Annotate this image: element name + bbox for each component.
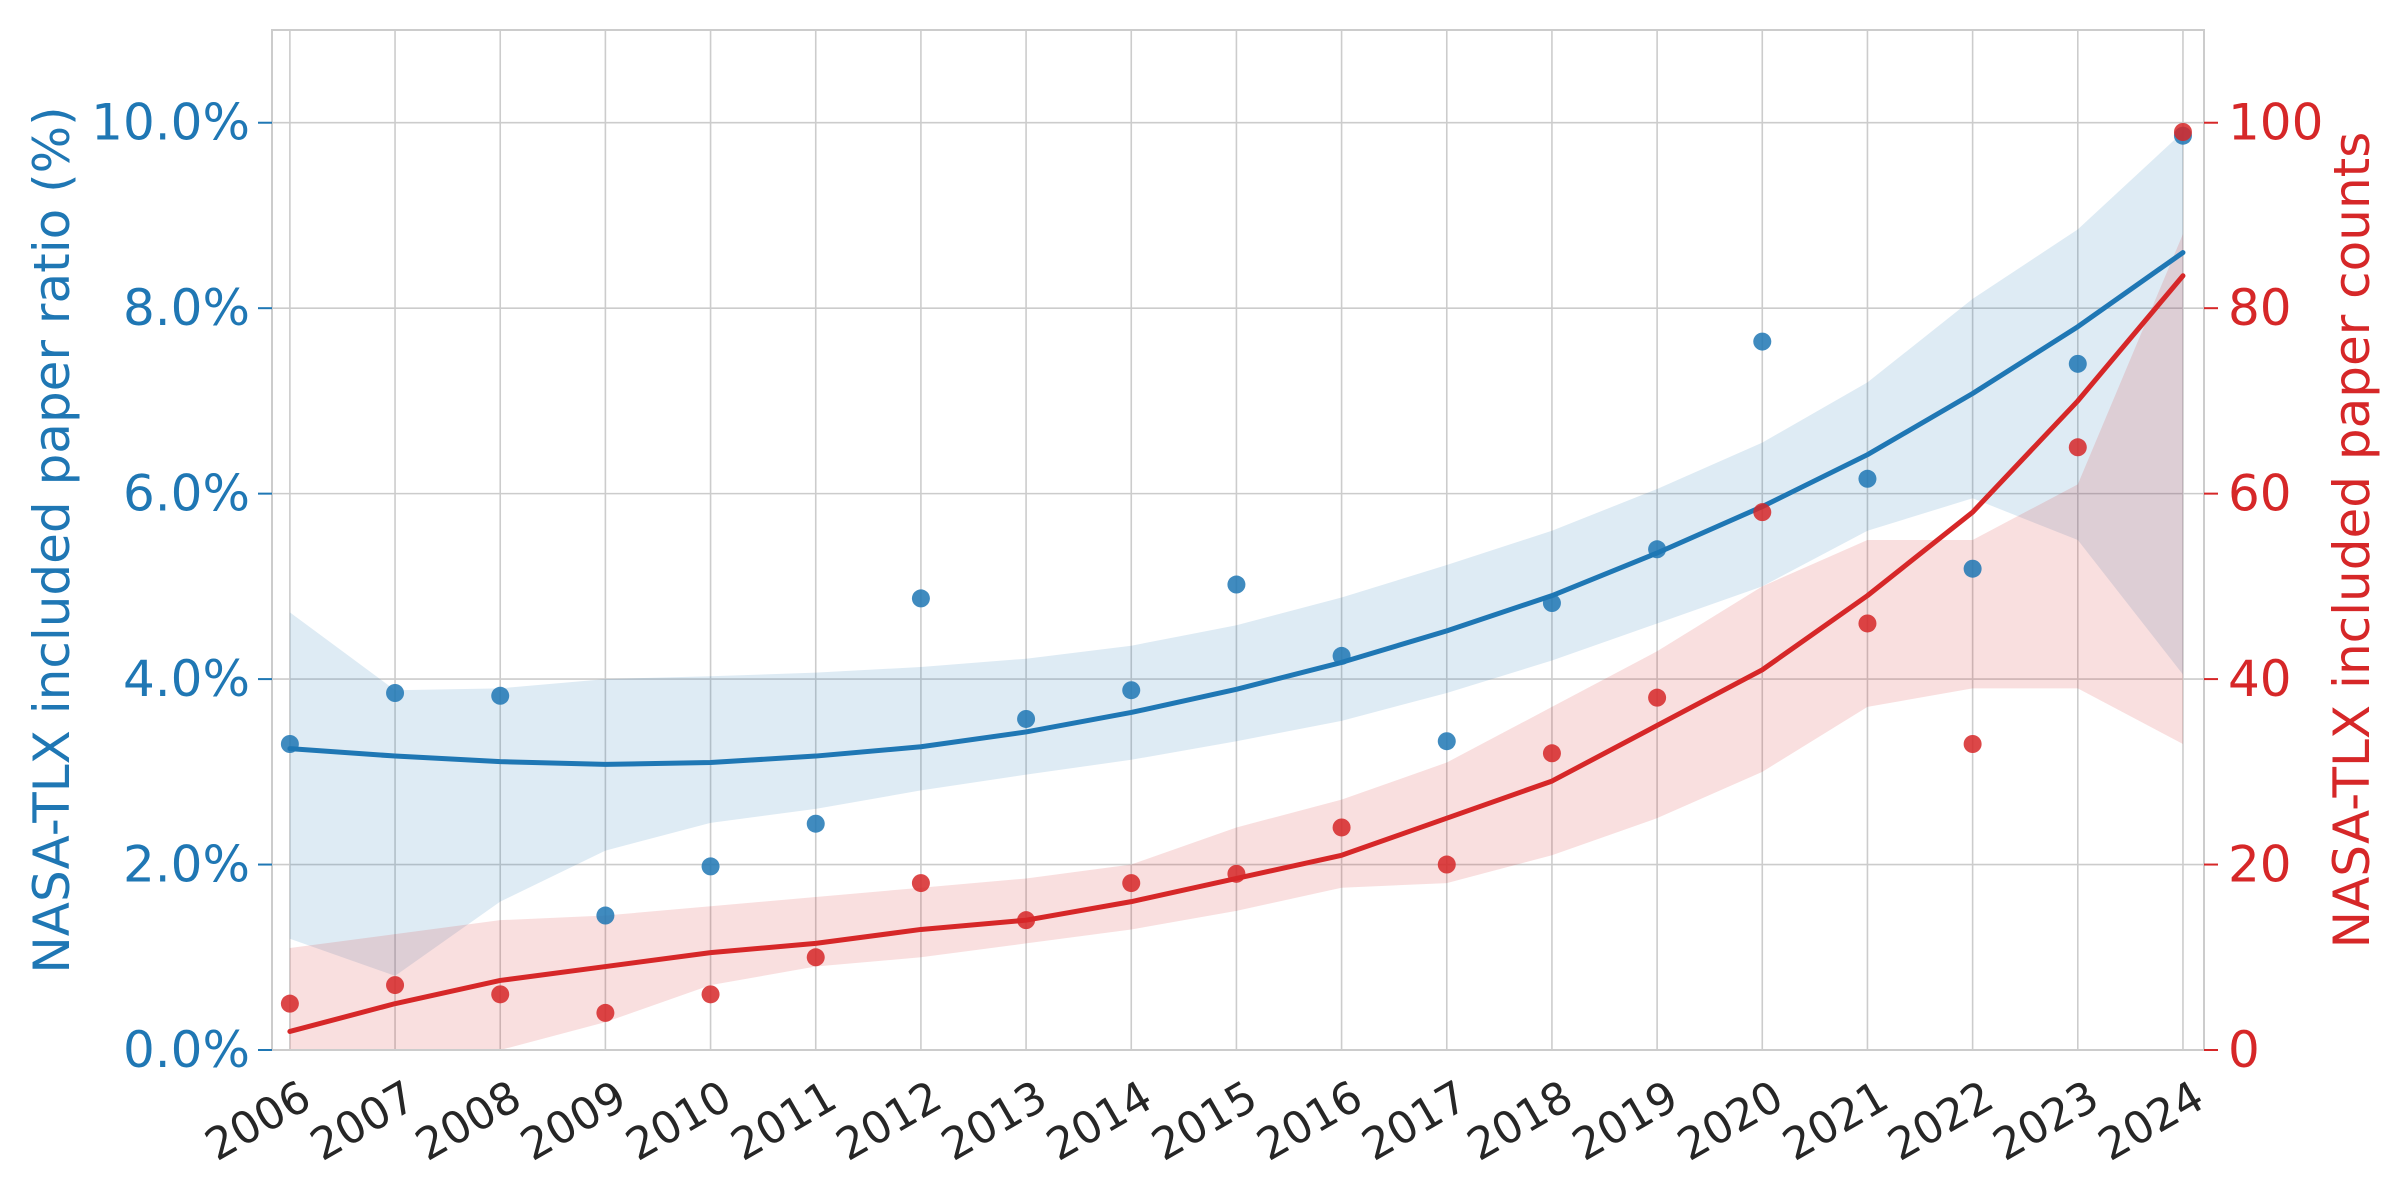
count-data-point xyxy=(1858,614,1877,633)
ratio-data-point xyxy=(1963,559,1982,578)
plot-frame xyxy=(271,29,2205,1051)
ratio-data-point xyxy=(386,684,405,702)
ratio-fit-line xyxy=(287,250,2186,767)
ratio-data-point xyxy=(1017,709,1036,728)
ratio-data-point xyxy=(2068,354,2087,373)
count-data-point xyxy=(1648,688,1667,707)
ratio-data-point xyxy=(1227,575,1246,594)
x-tick-label: 2015 xyxy=(1143,1071,1265,1171)
count-data-point xyxy=(2068,438,2087,457)
x-tick-label: 2019 xyxy=(1564,1071,1686,1171)
ratio-data-point xyxy=(911,589,930,608)
data-points xyxy=(280,123,2192,1022)
y-axis-left-label: NASA-TLX included paper ratio (%) xyxy=(23,106,81,973)
x-tick-label: 2017 xyxy=(1354,1071,1476,1171)
x-tick-label: 2006 xyxy=(197,1071,319,1171)
x-tick-label: 2024 xyxy=(2090,1071,2212,1171)
x-tick-label: 2018 xyxy=(1459,1071,1581,1171)
x-tick-label: 2007 xyxy=(302,1071,424,1171)
y-left-tick-label: 2.0% xyxy=(123,836,250,894)
y-axis-right-label: NASA-TLX included paper counts xyxy=(2323,132,2381,949)
ratio-data-point xyxy=(1332,646,1351,665)
y-right-tick-label: 100 xyxy=(2228,94,2323,152)
x-tick-label: 2021 xyxy=(1774,1071,1896,1171)
y-left-tick-label: 4.0% xyxy=(123,650,250,708)
x-tick-label: 2011 xyxy=(723,1071,845,1171)
y-right-tick-label: 60 xyxy=(2228,465,2292,523)
ratio-data-point xyxy=(1542,594,1561,613)
y-right-tick-label: 80 xyxy=(2228,279,2292,337)
y-right-tick-label: 20 xyxy=(2228,836,2292,894)
ratio-data-point xyxy=(491,686,510,705)
y-left-tick-label: 6.0% xyxy=(123,465,250,523)
count-data-point xyxy=(596,1003,615,1022)
count-data-point xyxy=(1542,744,1561,763)
ratio-data-point xyxy=(806,814,825,833)
count-data-point xyxy=(806,948,825,967)
count-data-point xyxy=(1017,911,1036,930)
count-data-point xyxy=(1122,874,1141,893)
x-tick-label: 2014 xyxy=(1038,1071,1160,1171)
x-tick-label: 2022 xyxy=(1880,1071,2002,1171)
x-tick-label: 2023 xyxy=(1985,1071,2107,1171)
ratio-data-point xyxy=(1437,732,1456,751)
ratio-data-point xyxy=(1648,540,1667,559)
y-left-tick-label: 10.0% xyxy=(91,94,250,152)
y-right-tick-label: 0 xyxy=(2228,1021,2260,1079)
count-data-point xyxy=(1332,818,1351,837)
ratio-data-point xyxy=(1122,681,1141,700)
x-tick-label: 2010 xyxy=(618,1071,740,1171)
ratio-data-point xyxy=(701,857,720,876)
x-tick-label: 2013 xyxy=(933,1071,1055,1171)
ratio-data-point xyxy=(596,906,615,925)
ratio-data-point xyxy=(280,735,299,753)
ratio-data-point xyxy=(1858,469,1877,488)
count-data-point xyxy=(1437,855,1456,874)
x-tick-label: 2012 xyxy=(828,1071,950,1171)
x-tick-label: 2020 xyxy=(1669,1071,1791,1171)
count-data-point xyxy=(2173,123,2192,141)
x-tick-label: 2009 xyxy=(512,1071,634,1171)
count-data-point xyxy=(701,985,720,1004)
count-data-point xyxy=(1753,503,1772,522)
count-data-point xyxy=(1227,864,1246,883)
count-data-point xyxy=(280,994,299,1013)
x-tick-label: 2008 xyxy=(407,1071,529,1171)
y-left-tick-label: 8.0% xyxy=(123,279,250,337)
ratio-confidence-band xyxy=(289,132,2183,976)
count-data-point xyxy=(911,874,930,893)
y-left-tick-label: 0.0% xyxy=(123,1021,250,1079)
y-right-tick-label: 40 xyxy=(2228,650,2292,708)
count-data-point xyxy=(491,985,510,1004)
ratio-data-point xyxy=(1753,332,1772,351)
count-data-point xyxy=(386,976,405,995)
x-tick-label: 2016 xyxy=(1249,1071,1371,1171)
grid xyxy=(272,30,2204,1051)
count-data-point xyxy=(1963,735,1982,753)
